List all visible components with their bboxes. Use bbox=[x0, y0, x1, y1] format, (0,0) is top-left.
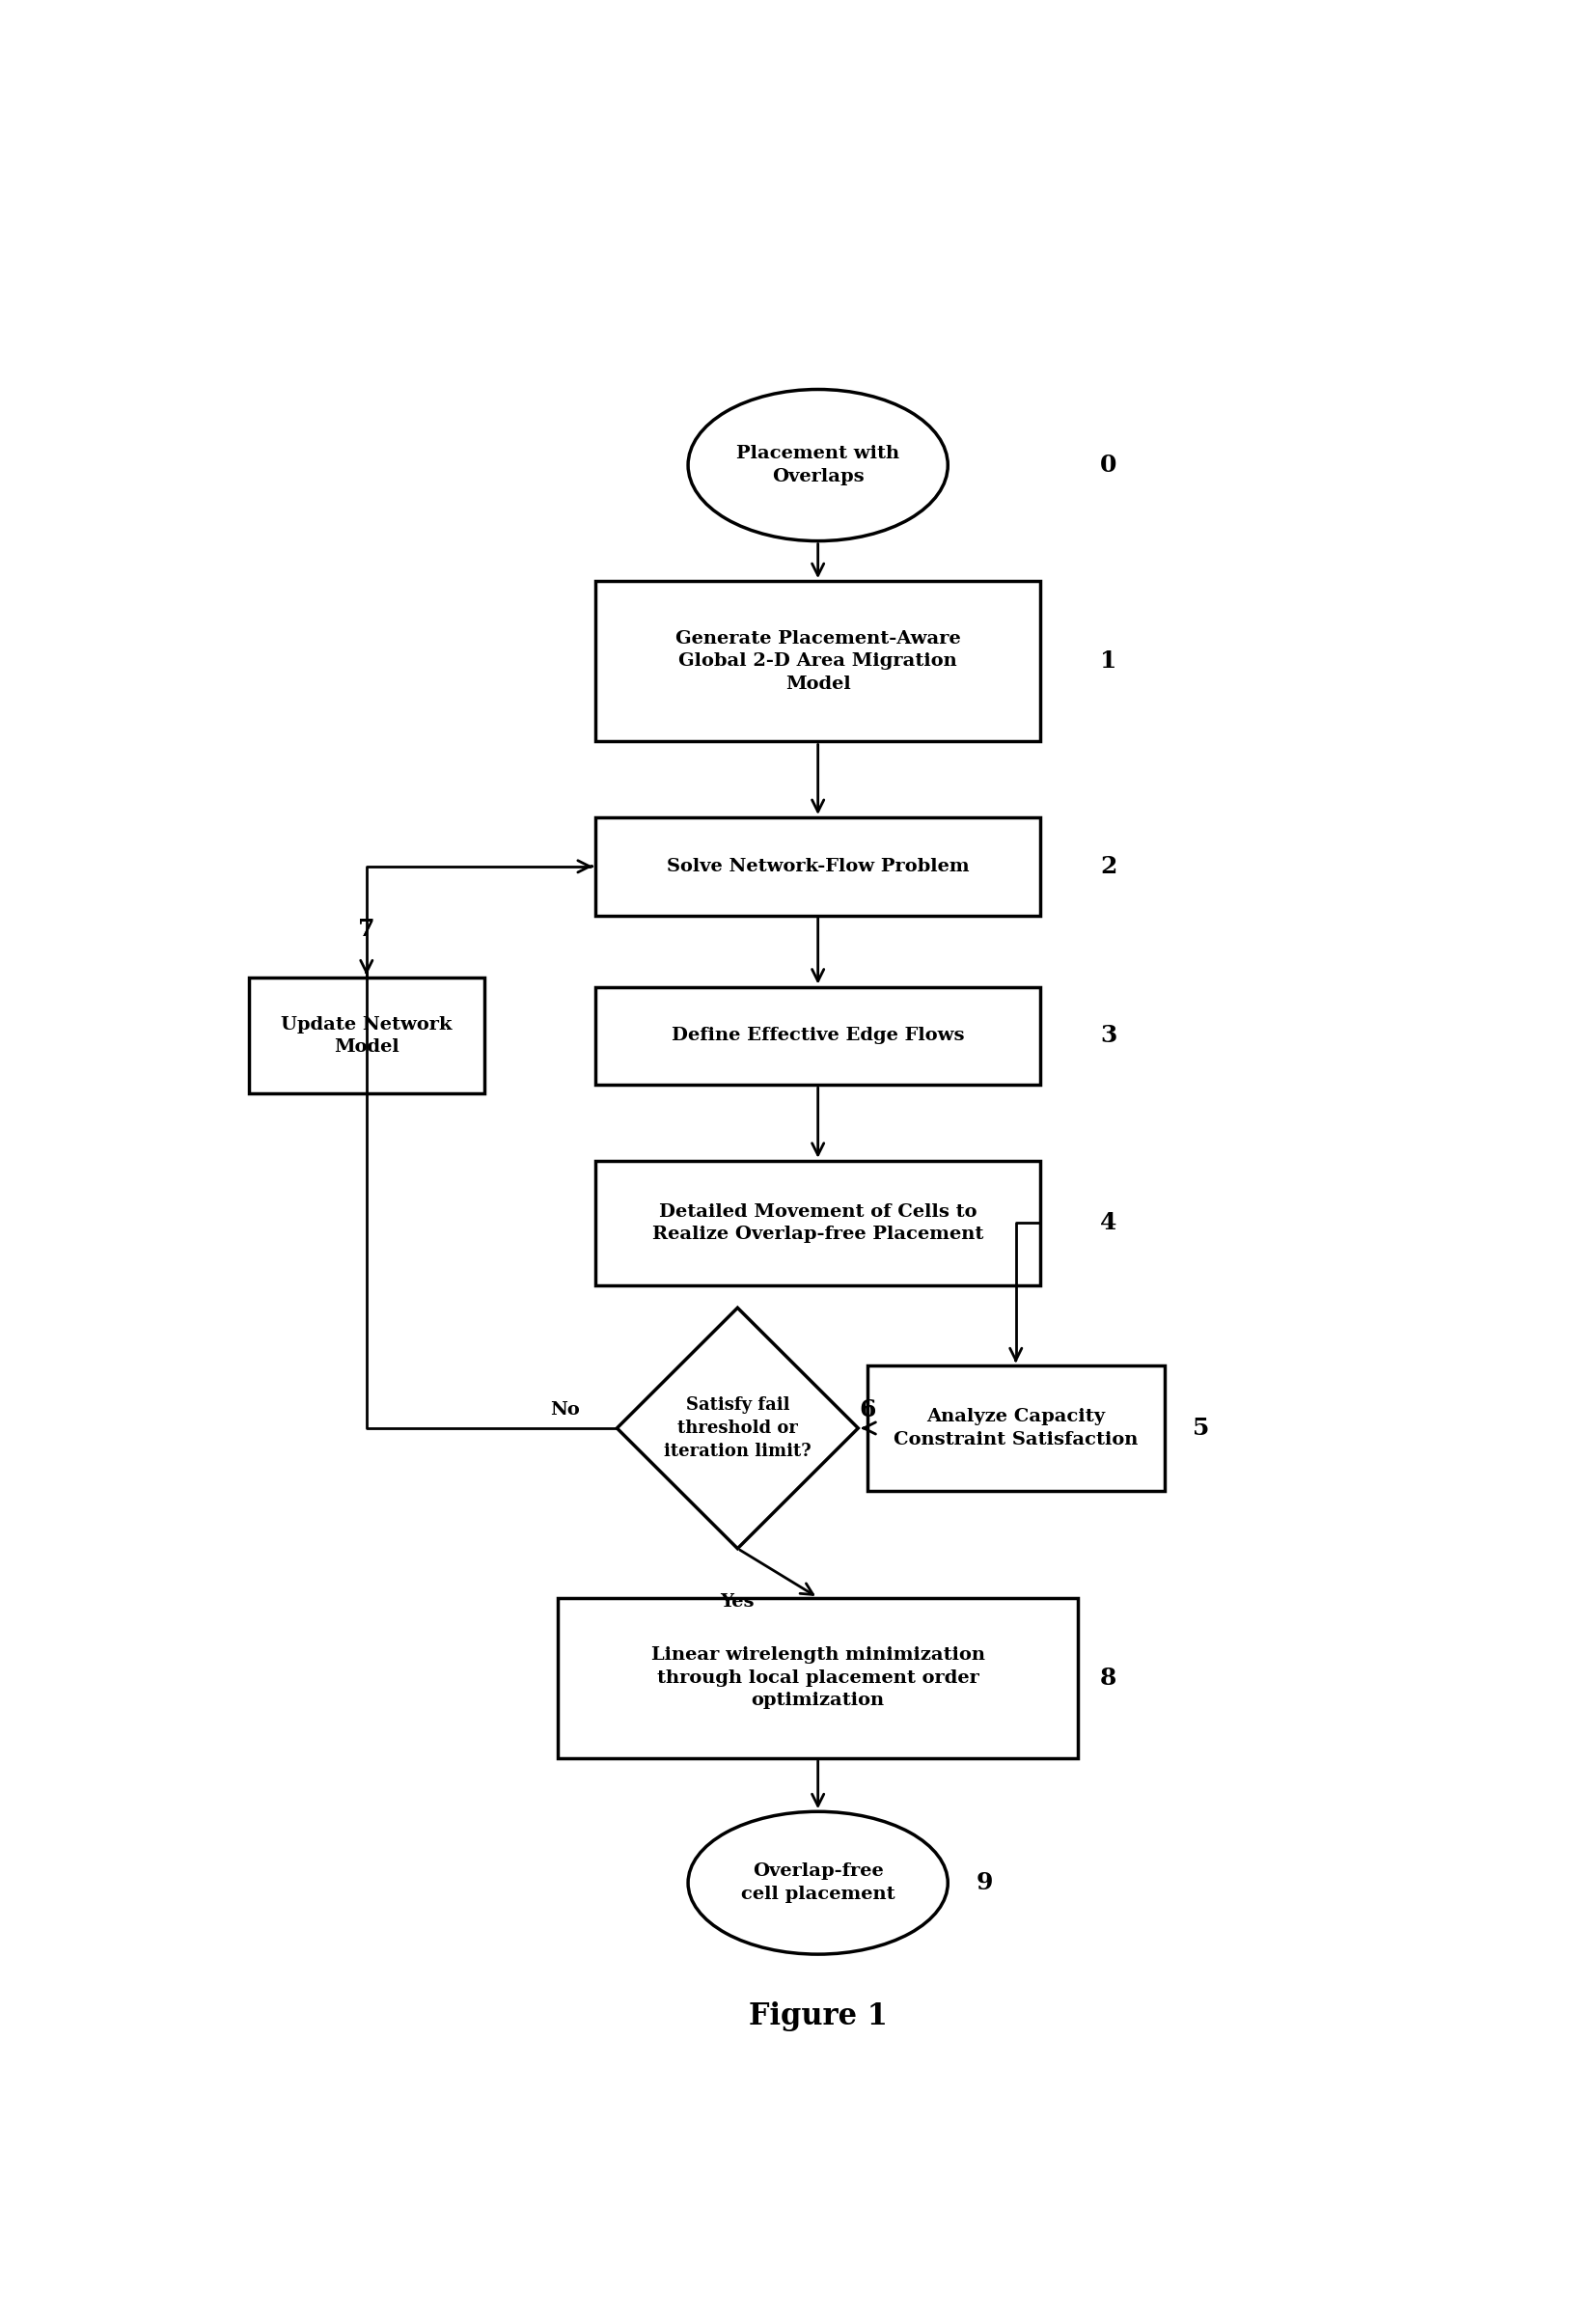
Text: Linear wirelength minimization
through local placement order
optimization: Linear wirelength minimization through l… bbox=[651, 1647, 985, 1709]
Text: Detailed Movement of Cells to
Realize Overlap-free Placement: Detailed Movement of Cells to Realize Ov… bbox=[653, 1202, 983, 1244]
Text: 1: 1 bbox=[1100, 651, 1117, 674]
Text: 6: 6 bbox=[859, 1399, 876, 1422]
Text: 2: 2 bbox=[1100, 855, 1117, 878]
Text: Yes: Yes bbox=[720, 1593, 755, 1610]
Polygon shape bbox=[618, 1309, 859, 1549]
Bar bbox=[249, 977, 484, 1093]
Text: Generate Placement-Aware
Global 2-D Area Migration
Model: Generate Placement-Aware Global 2-D Area… bbox=[675, 630, 961, 692]
Bar bbox=[559, 1598, 1077, 1758]
Ellipse shape bbox=[688, 389, 948, 542]
Text: Satisfy fail
threshold or
iteration limit?: Satisfy fail threshold or iteration limi… bbox=[664, 1397, 811, 1459]
Text: 7: 7 bbox=[358, 917, 375, 940]
Text: No: No bbox=[551, 1401, 579, 1420]
Text: Figure 1: Figure 1 bbox=[749, 2001, 887, 2031]
Text: 7: 7 bbox=[358, 917, 375, 940]
Text: Define Effective Edge Flows: Define Effective Edge Flows bbox=[672, 1028, 964, 1045]
Text: Solve Network-Flow Problem: Solve Network-Flow Problem bbox=[667, 857, 969, 875]
Text: 0: 0 bbox=[1100, 454, 1117, 477]
Text: 3: 3 bbox=[1100, 1024, 1117, 1047]
Text: 4: 4 bbox=[1100, 1211, 1117, 1234]
Text: Overlap-free
cell placement: Overlap-free cell placement bbox=[741, 1862, 895, 1904]
Bar bbox=[868, 1366, 1165, 1492]
Text: 5: 5 bbox=[1192, 1417, 1210, 1441]
Text: 9: 9 bbox=[977, 1871, 993, 1894]
Text: Analyze Capacity
Constraint Satisfaction: Analyze Capacity Constraint Satisfaction bbox=[894, 1408, 1138, 1448]
Text: Placement with
Overlaps: Placement with Overlaps bbox=[736, 445, 900, 486]
Ellipse shape bbox=[688, 1811, 948, 1955]
Bar bbox=[595, 818, 1041, 915]
Bar bbox=[595, 581, 1041, 741]
Bar bbox=[595, 1160, 1041, 1285]
Bar bbox=[595, 987, 1041, 1084]
Text: Update Network
Model: Update Network Model bbox=[281, 1017, 452, 1056]
Text: 8: 8 bbox=[1100, 1665, 1117, 1688]
